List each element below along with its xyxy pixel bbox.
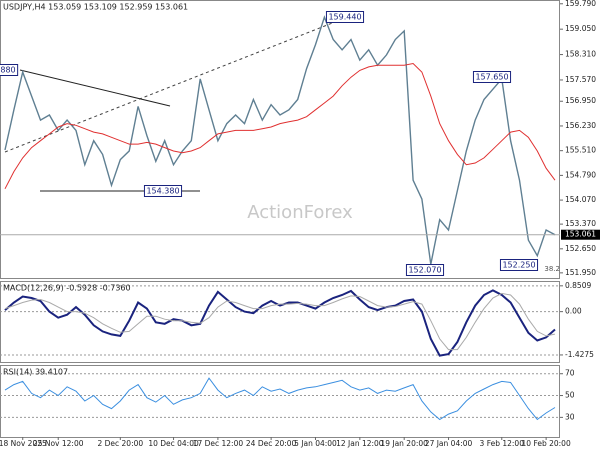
y-tick-label: 0.00 bbox=[565, 307, 582, 316]
y-tick-label: 159.050 bbox=[565, 24, 596, 33]
price-annotation: 154.380 bbox=[146, 187, 179, 196]
watermark: ActionForex bbox=[247, 202, 353, 223]
y-tick-label: 0.8509 bbox=[565, 281, 591, 290]
series-line bbox=[4, 15, 556, 265]
x-tick-label: 2 Dec 20:00 bbox=[97, 439, 143, 448]
annotation-box bbox=[143, 185, 183, 197]
series-line bbox=[4, 62, 556, 190]
y-tick-label: 158.310 bbox=[565, 50, 596, 59]
panel-frame bbox=[0, 365, 560, 438]
price-annotation: 152.250 bbox=[502, 261, 535, 270]
x-tick-label: 18 Nov 2025 bbox=[0, 439, 47, 448]
x-tick-label: 25 Nov 12:00 bbox=[33, 439, 84, 448]
price-annotation: 880 bbox=[0, 66, 15, 75]
x-tick-label: 19 Jan 20:00 bbox=[380, 439, 428, 448]
y-tick-label: 152.650 bbox=[565, 244, 596, 253]
panel-title: USDJPY,H4 153.059 153.109 152.959 153.06… bbox=[3, 3, 188, 12]
annotation-box bbox=[0, 64, 19, 76]
panel-title: RSI(14) 39.4107 bbox=[3, 368, 68, 377]
price-annotation: 38.2 bbox=[544, 265, 560, 273]
x-tick-label: 24 Dec 20:00 bbox=[246, 439, 297, 448]
y-tick-label: 30 bbox=[565, 412, 575, 421]
y-tick-label: 151.950 bbox=[565, 268, 596, 277]
x-tick-label: 12 Jan 12:00 bbox=[336, 439, 384, 448]
annotation-box bbox=[405, 264, 445, 276]
panel-frame bbox=[0, 281, 560, 363]
price-annotation: 152.070 bbox=[408, 266, 441, 275]
last-price-box bbox=[561, 229, 600, 240]
x-tick-label: 10 Dec 04:00 bbox=[148, 439, 199, 448]
price-annotation: 159.440 bbox=[328, 13, 361, 22]
y-tick-label: 153.370 bbox=[565, 219, 596, 228]
annotation-box bbox=[499, 259, 539, 271]
y-tick-label: 156.230 bbox=[565, 121, 596, 130]
panel-frame bbox=[0, 0, 560, 279]
y-tick-label: 70 bbox=[565, 369, 575, 378]
annotation-box bbox=[472, 71, 512, 83]
y-tick-label: 50 bbox=[565, 391, 575, 400]
trend-line bbox=[4, 17, 346, 153]
x-tick-label: 5 Jan 04:00 bbox=[294, 439, 337, 448]
x-tick-label: 10 Feb 20:00 bbox=[522, 439, 571, 448]
x-tick-label: 27 Jan 04:00 bbox=[425, 439, 473, 448]
last-price-label: 153.061 bbox=[565, 230, 596, 239]
y-tick-label: 154.070 bbox=[565, 195, 596, 204]
y-tick-label: 156.950 bbox=[565, 96, 596, 105]
x-tick-label: 17 Dec 12:00 bbox=[193, 439, 244, 448]
series-line bbox=[4, 377, 556, 421]
trend-line bbox=[19, 69, 171, 107]
y-tick-label: 155.510 bbox=[565, 146, 596, 155]
y-tick-label: 157.570 bbox=[565, 75, 596, 84]
panel-title: MACD(12,26,9) -0.5928 -0.7360 bbox=[3, 284, 131, 293]
series-line bbox=[4, 292, 556, 351]
y-tick-label: 154.790 bbox=[565, 170, 596, 179]
series-line bbox=[4, 289, 556, 357]
x-tick-label: 3 Feb 12:00 bbox=[480, 439, 525, 448]
price-annotation: 157.650 bbox=[475, 73, 508, 82]
y-tick-label: 159.790 bbox=[565, 0, 596, 8]
annotation-box bbox=[325, 11, 365, 23]
y-tick-label: -1.4275 bbox=[565, 350, 594, 359]
